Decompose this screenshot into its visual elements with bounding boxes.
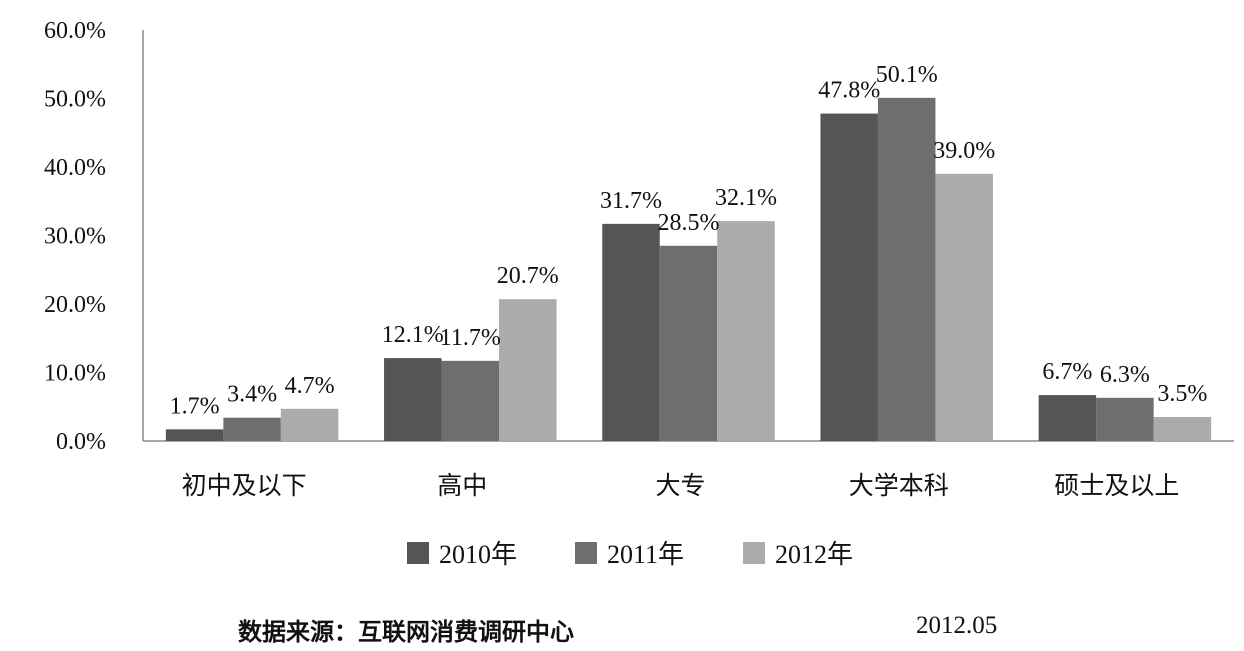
legend-label: 2012年	[775, 540, 853, 569]
bar	[659, 245, 718, 441]
bar	[384, 358, 442, 441]
bar	[820, 113, 878, 441]
legend-swatch	[407, 542, 429, 564]
y-tick-label: 60.0%	[44, 18, 106, 44]
legend-label: 2011年	[607, 540, 684, 569]
category-labels: 初中及以下 高中 大专 大学本科 硕士及以上	[182, 471, 1180, 500]
y-axis-ticks: 0.0% 10.0% 20.0% 30.0% 40.0% 50.0% 60.0%	[44, 18, 106, 455]
data-labels: 1.7% 12.1% 31.7% 47.8% 6.7% 3.4% 11.7% 28.5% 50.…	[170, 62, 1208, 420]
data-label: 11.7%	[440, 325, 501, 351]
category-label: 硕士及以上	[1054, 471, 1179, 500]
legend-swatch	[743, 542, 765, 564]
bars	[165, 97, 1212, 441]
data-label: 31.7%	[600, 188, 662, 214]
bar-chart: 0.0%10.0%20.0%30.0%40.0%50.0%60.0% 1.7%1…	[44, 18, 1234, 569]
category-label: 大专	[655, 471, 705, 500]
y-tick-label: 20.0%	[44, 292, 106, 318]
data-label: 6.3%	[1100, 362, 1150, 388]
bar	[499, 299, 557, 441]
data-label: 12.1%	[382, 322, 444, 348]
data-label: 32.1%	[715, 185, 777, 211]
bar	[602, 223, 660, 441]
y-tick-label: 0.0%	[56, 429, 106, 455]
y-tick-label: 40.0%	[44, 155, 106, 181]
data-label: 47.8%	[818, 78, 880, 104]
bar	[935, 173, 993, 441]
data-label: 28.5%	[658, 210, 720, 236]
data-label: 3.4%	[227, 382, 277, 408]
y-tick-label: 30.0%	[44, 224, 106, 250]
publish-date: 2012.05	[916, 612, 998, 639]
category-label: 初中及以下	[182, 471, 307, 500]
data-label: 3.5%	[1157, 381, 1207, 407]
data-label: 1.7%	[170, 393, 220, 419]
data-label: 39.0%	[933, 138, 995, 164]
bar	[1038, 395, 1097, 441]
bar	[1096, 397, 1154, 441]
data-source-note: 数据来源：互联网消费调研中心	[238, 618, 574, 646]
legend-label: 2010年	[439, 540, 517, 569]
data-label: 6.7%	[1042, 359, 1092, 385]
bar	[280, 408, 339, 441]
legend-swatch	[575, 542, 597, 564]
bar	[877, 97, 936, 441]
bar	[165, 429, 224, 441]
bar	[441, 360, 500, 441]
y-tick-label: 50.0%	[44, 87, 106, 113]
data-label: 20.7%	[497, 263, 559, 289]
bar	[223, 417, 281, 441]
legend: 2010年 2011年 2012年	[407, 540, 853, 569]
bar	[717, 221, 775, 441]
data-label: 4.7%	[285, 373, 335, 399]
bar	[1153, 417, 1212, 441]
y-tick-label: 10.0%	[44, 361, 106, 387]
category-label: 大学本科	[849, 471, 949, 500]
data-label: 50.1%	[876, 62, 938, 88]
category-label: 高中	[437, 471, 487, 500]
